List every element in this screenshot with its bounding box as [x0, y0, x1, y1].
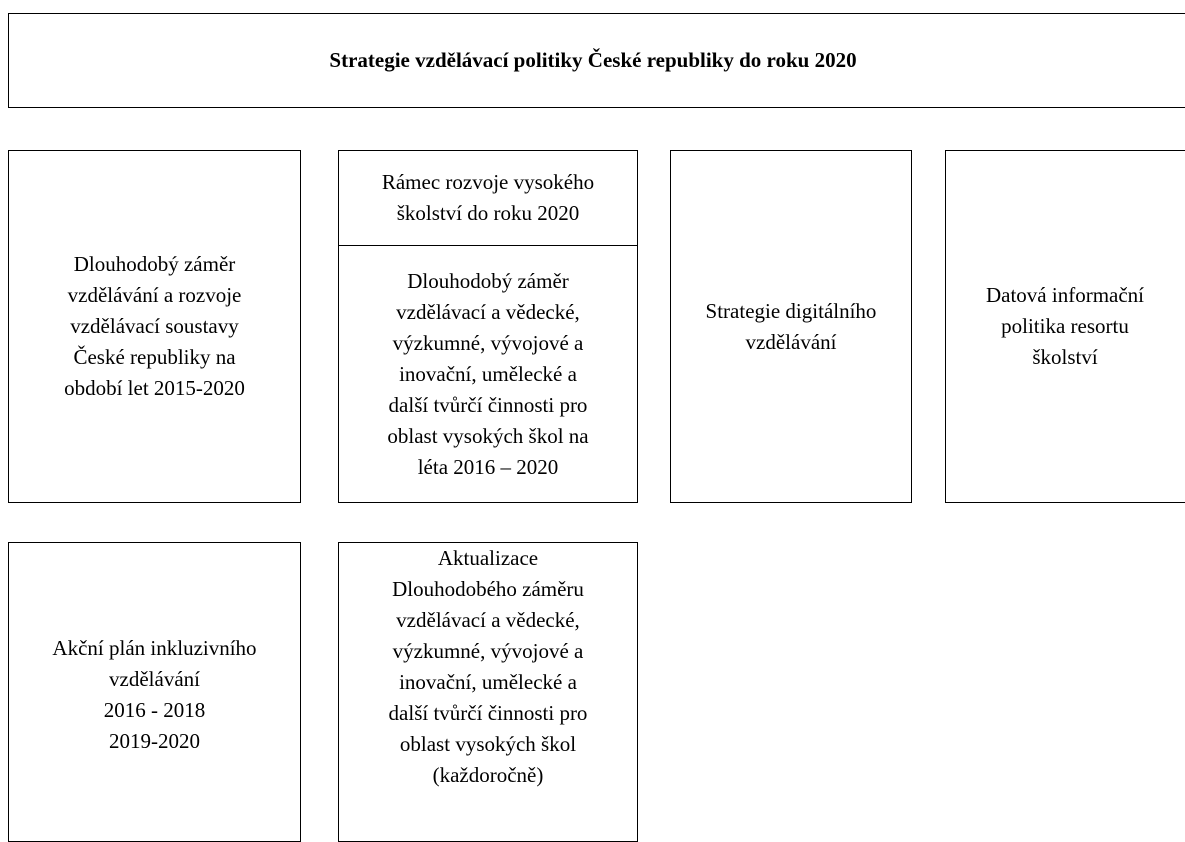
node-text: 2019-2020 [109, 729, 200, 753]
node-text: školství do roku 2020 [396, 201, 580, 225]
node-text: oblast vysokých škol [399, 732, 577, 756]
node-box: Strategie digitálního vzdělávání [670, 150, 912, 503]
node-text: vzdělávací a vědecké, [396, 300, 580, 324]
node-text: Strategie digitálního [705, 298, 877, 323]
node-text: další tvůrčí činnosti pro [388, 701, 588, 725]
node-text: vzdělávání [109, 667, 200, 691]
node-text: Dlouhodobý záměr [73, 252, 236, 276]
node-text: vzdělávací a vědecké, [396, 608, 580, 632]
node-text: vzdělávání a rozvoje [67, 283, 242, 307]
node-text: vzdělávání [745, 329, 837, 354]
node-text: léta 2016 – 2020 [417, 455, 559, 479]
node-text: (každoročně) [432, 763, 544, 787]
node-text: období let 2015-2020 [64, 376, 245, 400]
node-text: výzkumné, vývojové a [392, 639, 584, 663]
node-box: Aktualizace Dlouhodobého záměru vzdělávací… [338, 542, 638, 842]
node-text: inovační, umělecké a [399, 670, 577, 694]
page: Strategie vzdělávací politiky České repu… [8, 13, 1185, 842]
node-text: Dlouhodobý záměr [407, 269, 569, 293]
node-text: politika resortu [1001, 314, 1129, 338]
node-text: výzkumné, vývojové a [392, 331, 584, 355]
node-text: 2016 - 2018 [103, 698, 206, 722]
node-text: České republiky na [73, 345, 236, 369]
node-text: vzdělávací soustavy [70, 314, 239, 338]
title-box: Strategie vzdělávací politiky České repu… [8, 13, 1185, 108]
node-box: Rámec rozvoje vysokého školství do roku 2… [338, 150, 638, 503]
node-header: Rámec rozvoje vysokého školství do roku 2… [339, 151, 637, 245]
node-text: Dlouhodobého záměru [392, 577, 584, 601]
node-text: oblast vysokých škol na [387, 424, 589, 448]
node-text: školství [1032, 345, 1098, 369]
node-box: Akční plán inkluzivního vzdělávání 2016 - … [8, 542, 301, 842]
node-text: další tvůrčí činnosti pro [388, 393, 588, 417]
node-text: inovační, umělecké a [399, 362, 577, 386]
node-text: Datová informační [985, 283, 1145, 307]
node-body: Akční plán inkluzivního vzdělávání 2016 - … [9, 633, 300, 757]
node-text: Aktualizace [437, 546, 539, 570]
divider [339, 245, 637, 246]
node-text: Akční plán inkluzivního [52, 636, 257, 660]
node-box: Dlouhodobý záměr vzdělávání a rozvoje vzdě… [8, 150, 301, 503]
node-box: Datová informační politika resortu školstv… [945, 150, 1185, 503]
node-body: Dlouhodobý záměr vzdělávací a vědecké, výz… [339, 247, 637, 502]
title: Strategie vzdělávací politiky České repu… [329, 48, 857, 72]
node-text: Rámec rozvoje vysokého [381, 170, 595, 194]
